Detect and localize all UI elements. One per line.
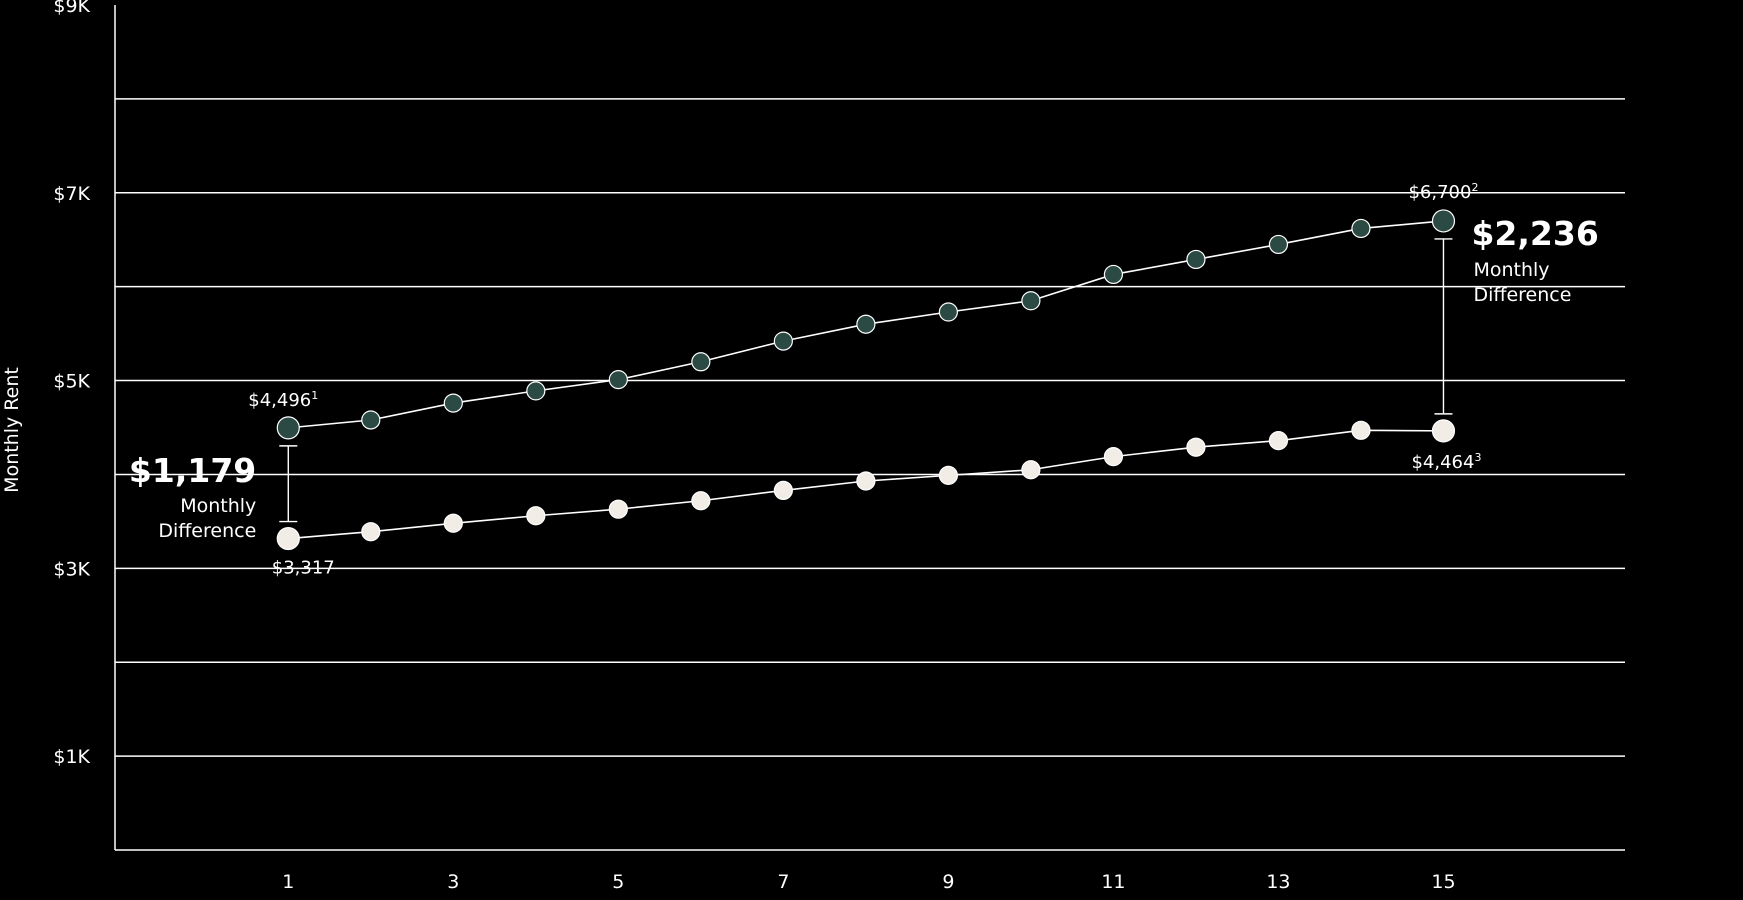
upper-data-point: [443, 393, 463, 413]
upper-data-point: [608, 370, 628, 390]
lower-data-point: [773, 480, 793, 501]
upper-data-point: [691, 352, 711, 372]
upper-data-point: [1431, 209, 1456, 233]
x-tick-label: 1: [282, 871, 294, 893]
y-tick-label: $9K: [53, 0, 90, 17]
upper-data-point: [361, 410, 381, 430]
upper-data-point: [856, 314, 876, 334]
lower-data-point: [526, 506, 546, 526]
start-upper-label: $4,4961: [248, 389, 318, 411]
start-lower-label: $3,317: [272, 558, 335, 579]
start-difference-line1: Monthly: [180, 495, 256, 517]
gridlines: [115, 98, 1625, 757]
lower-data-point: [1431, 419, 1456, 443]
lower-data-point: [691, 491, 711, 511]
end-difference-callout: $2,236 Monthly Difference: [1471, 214, 1598, 306]
y-tick-label: $7K: [53, 183, 90, 205]
end-difference-line1: Monthly: [1473, 259, 1549, 281]
lower-data-point: [1103, 447, 1124, 467]
end-lower-label: $4,4643: [1411, 451, 1481, 473]
lower-data-point: [361, 522, 381, 542]
y-tick-label: $3K: [53, 558, 90, 580]
upper-data-point: [1351, 218, 1371, 239]
end-upper-label: $6,7002: [1408, 181, 1478, 203]
x-tick-label: 15: [1431, 871, 1455, 893]
lower-data-point: [276, 526, 300, 551]
x-tick-labels: 1 3 5 7 9 11 13 15: [282, 871, 1455, 893]
start-difference-callout: $1,179 Monthly Difference: [129, 451, 256, 542]
x-tick-label: 7: [777, 871, 789, 893]
end-difference-line2: Difference: [1473, 284, 1571, 306]
y-tick-labels: $1K $3K $5K $7K $9K: [53, 0, 90, 768]
upper-data-point: [938, 302, 958, 322]
lower-data-point: [1351, 420, 1371, 440]
x-tick-label: 3: [447, 871, 459, 893]
start-difference-line2: Difference: [158, 520, 256, 542]
x-tick-label: 13: [1266, 871, 1290, 893]
lower-data-point: [938, 465, 958, 485]
x-tick-label: 9: [942, 871, 954, 893]
upper-data-point: [1021, 291, 1041, 311]
lower-data-point: [1268, 431, 1289, 451]
point-annotations: $4,4961 $3,317 $6,7002 $4,4643: [248, 181, 1481, 579]
y-axis-title: Monthly Rent: [1, 367, 23, 493]
lower-data-point: [856, 471, 876, 491]
y-tick-label: $5K: [53, 371, 90, 393]
upper-data-point: [1268, 234, 1289, 255]
lower-data-point: [1021, 460, 1041, 480]
series-lines: [288, 220, 1444, 540]
lower-data-point: [608, 499, 628, 519]
series-points: [276, 209, 1456, 551]
x-tick-label: 5: [612, 871, 624, 893]
start-difference-value: $1,179: [129, 451, 256, 490]
lower-data-point: [1186, 437, 1206, 457]
y-tick-label: $1K: [53, 746, 90, 768]
upper-data-point: [276, 416, 300, 440]
upper-data-point: [1103, 264, 1124, 285]
difference-brackets: [279, 238, 1453, 523]
upper-data-point: [773, 331, 793, 351]
upper-data-point: [526, 381, 546, 401]
x-tick-label: 11: [1101, 871, 1125, 893]
upper-data-point: [1186, 249, 1206, 270]
lower-data-point: [443, 513, 463, 533]
end-difference-value: $2,236: [1471, 214, 1598, 253]
